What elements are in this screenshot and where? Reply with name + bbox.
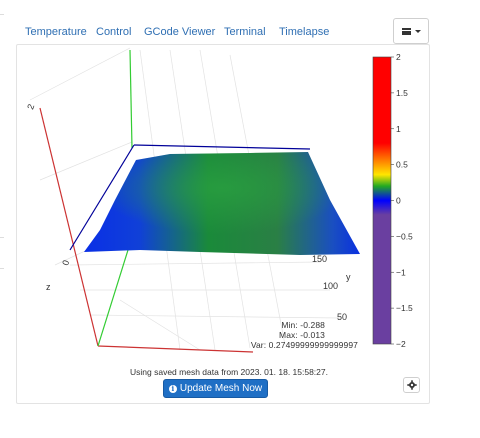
colorbar-tick-label: 1 xyxy=(396,124,401,134)
mesh-max-stat: Max: -0.013 xyxy=(279,330,325,340)
colorbar xyxy=(372,56,392,345)
y-axis-line xyxy=(129,49,133,149)
saved-mesh-info: Using saved mesh data from 2023. 01. 18.… xyxy=(130,367,328,377)
gear-icon xyxy=(406,380,417,390)
y-tick-label-150: 150 xyxy=(312,254,327,264)
tab-gcode-viewer[interactable]: GCode Viewer xyxy=(144,26,216,38)
tab-overflow-menu-button[interactable] xyxy=(393,18,429,44)
colorbar-tick-label: 1.5 xyxy=(396,88,408,98)
y-axis-lower xyxy=(97,249,129,347)
update-mesh-button[interactable]: i Update Mesh Now xyxy=(163,379,268,398)
tab-control[interactable]: Control xyxy=(96,26,132,38)
tab-timelapse[interactable]: Timelapse xyxy=(279,26,330,38)
page-divider-left-mid xyxy=(0,237,4,238)
caret-down-icon xyxy=(414,29,421,33)
settings-button[interactable] xyxy=(403,377,420,393)
colorbar-tick-label: 0 xyxy=(396,196,401,206)
z-axis-line-top xyxy=(133,144,311,150)
z-tick-label-zero: 0 xyxy=(60,259,71,267)
y-axis-label: y xyxy=(346,272,351,282)
y-tick-label-100: 100 xyxy=(323,281,338,291)
hamburger-menu-icon xyxy=(401,27,411,35)
colorbar-tick-label: 2 xyxy=(396,52,401,62)
z-tick-label-top: 2 xyxy=(25,103,36,111)
y-tick-label-50: 50 xyxy=(337,312,347,322)
mesh-min-stat: Min: -0.288 xyxy=(281,320,325,330)
colorbar-tick-label: −1 xyxy=(396,267,406,277)
colorbar-ticks: 2 1.5 1 0.5 0 −0.5 −1 −1.5 −2 xyxy=(391,52,413,349)
colorbar-tick-label: 0.5 xyxy=(396,160,408,170)
page-divider-left-bottom xyxy=(0,268,4,269)
page-divider-left-top xyxy=(0,14,4,15)
tab-bar: Temperature Control GCode Viewer Termina… xyxy=(16,18,430,48)
x-axis-line xyxy=(97,345,254,353)
tab-terminal[interactable]: Terminal xyxy=(224,26,266,38)
info-icon: i xyxy=(168,384,177,393)
z-axis-line-left xyxy=(69,144,135,251)
mesh-variance-stat: Var: 0.27499999999999997 xyxy=(250,340,358,350)
colorbar-tick-label: −2 xyxy=(396,339,406,349)
colorbar-tick-label: −0.5 xyxy=(396,231,413,241)
x-axis-vertical xyxy=(39,107,99,347)
update-mesh-label: Update Mesh Now xyxy=(179,383,263,394)
tab-temperature[interactable]: Temperature xyxy=(25,26,87,38)
colorbar-tick-label: −1.5 xyxy=(396,303,413,313)
mesh-surface xyxy=(84,152,360,255)
z-axis-label: z xyxy=(46,282,51,292)
